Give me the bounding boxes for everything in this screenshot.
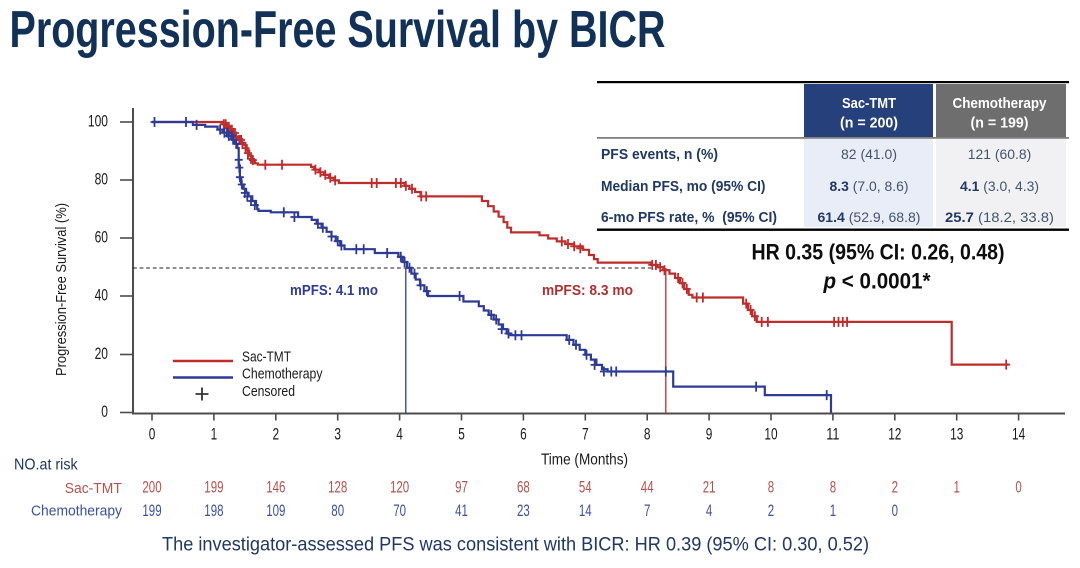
svg-text:82 (41.0): 82 (41.0) [841,146,897,162]
svg-text:Median PFS, mo (95% CI): Median PFS, mo (95% CI) [601,179,766,195]
svg-text:8.3 (7.0, 8.6): 8.3 (7.0, 8.6) [830,178,909,194]
svg-text:146: 146 [266,478,285,497]
svg-text:2: 2 [768,501,774,520]
svg-text:0: 0 [1015,478,1021,497]
svg-text:The investigator-assessed PFS: The investigator-assessed PFS was consis… [162,534,869,556]
svg-text:6: 6 [520,426,527,444]
svg-text:Censored: Censored [242,384,295,400]
svg-text:6-mo PFS rate, % (95% CI): 6-mo PFS rate, % (95% CI) [601,210,777,226]
svg-text:13: 13 [950,426,963,444]
svg-text:8: 8 [768,478,774,497]
svg-text:7: 7 [644,501,650,520]
svg-text:23: 23 [517,501,530,520]
svg-text:40: 40 [95,287,108,305]
svg-text:97: 97 [455,478,468,497]
svg-text:200: 200 [142,478,161,497]
svg-text:8: 8 [830,478,836,497]
svg-text:5: 5 [458,426,465,444]
svg-text:PFS events, n (%): PFS events, n (%) [601,147,718,163]
svg-text:3: 3 [334,426,341,444]
svg-text:61.4 (52.9, 68.8): 61.4 (52.9, 68.8) [818,209,921,225]
svg-text:80: 80 [95,171,108,189]
svg-text:Progression-Free Survival (%): Progression-Free Survival (%) [53,203,70,376]
svg-text:4: 4 [706,501,712,520]
svg-text:1: 1 [211,426,218,444]
svg-text:Sac-TMT: Sac-TMT [842,95,896,112]
svg-text:109: 109 [266,501,285,520]
svg-text:mPFS: 4.1 mo: mPFS: 4.1 mo [290,282,378,299]
svg-text:54: 54 [579,478,592,497]
svg-text:2: 2 [892,478,898,497]
svg-text:21: 21 [703,478,716,497]
svg-text:Chemotherapy: Chemotherapy [31,503,122,520]
svg-text:120: 120 [390,478,409,497]
svg-text:0: 0 [101,403,108,421]
svg-text:(n = 199): (n = 199) [971,115,1029,132]
svg-text:Sac-TMT: Sac-TMT [65,480,122,497]
svg-text:198: 198 [204,501,223,520]
svg-text:199: 199 [142,501,161,520]
svg-text:0: 0 [149,426,156,444]
svg-text:1: 1 [830,501,836,520]
svg-text:HR 0.35 (95% CI: 0.26, 0.48): HR 0.35 (95% CI: 0.26, 0.48) [752,240,1005,265]
svg-text:41: 41 [455,501,468,520]
svg-text:8: 8 [644,426,651,444]
svg-text:25.7 (18.2, 33.8): 25.7 (18.2, 33.8) [945,209,1054,225]
svg-text:Sac-TMT: Sac-TMT [242,350,291,366]
svg-text:(n = 200): (n = 200) [840,115,898,132]
svg-text:20: 20 [95,345,108,363]
svg-text:4.1 (3.0, 4.3): 4.1 (3.0, 4.3) [960,178,1039,194]
svg-text:4: 4 [396,426,403,444]
svg-text:121 (60.8): 121 (60.8) [968,146,1032,162]
svg-text:128: 128 [328,478,347,497]
svg-text:Progression-Free Survival by B: Progression-Free Survival by BICR [10,1,666,59]
svg-text:199: 199 [204,478,223,497]
svg-text:Time (Months): Time (Months) [541,452,628,469]
svg-text:70: 70 [393,501,406,520]
svg-text:Chemotherapy: Chemotherapy [953,95,1048,112]
svg-text:mPFS: 8.3 mo: mPFS: 8.3 mo [542,282,633,299]
svg-text:2: 2 [273,426,280,444]
svg-text:NO.at risk: NO.at risk [14,457,78,474]
svg-text:80: 80 [331,501,344,520]
svg-text:68: 68 [517,478,530,497]
svg-text:44: 44 [641,478,654,497]
svg-text:0: 0 [892,501,898,520]
svg-text:14: 14 [1012,426,1025,444]
svg-text:Chemotherapy: Chemotherapy [242,367,323,383]
svg-text:7: 7 [582,426,589,444]
svg-text:p < 0.0001*: p < 0.0001* [823,269,931,294]
svg-text:11: 11 [826,426,839,444]
svg-text:1: 1 [954,478,960,497]
svg-text:100: 100 [88,113,108,131]
svg-text:60: 60 [95,229,108,247]
svg-text:12: 12 [888,426,901,444]
svg-text:10: 10 [764,426,777,444]
svg-text:9: 9 [706,426,713,444]
svg-text:14: 14 [579,501,592,520]
